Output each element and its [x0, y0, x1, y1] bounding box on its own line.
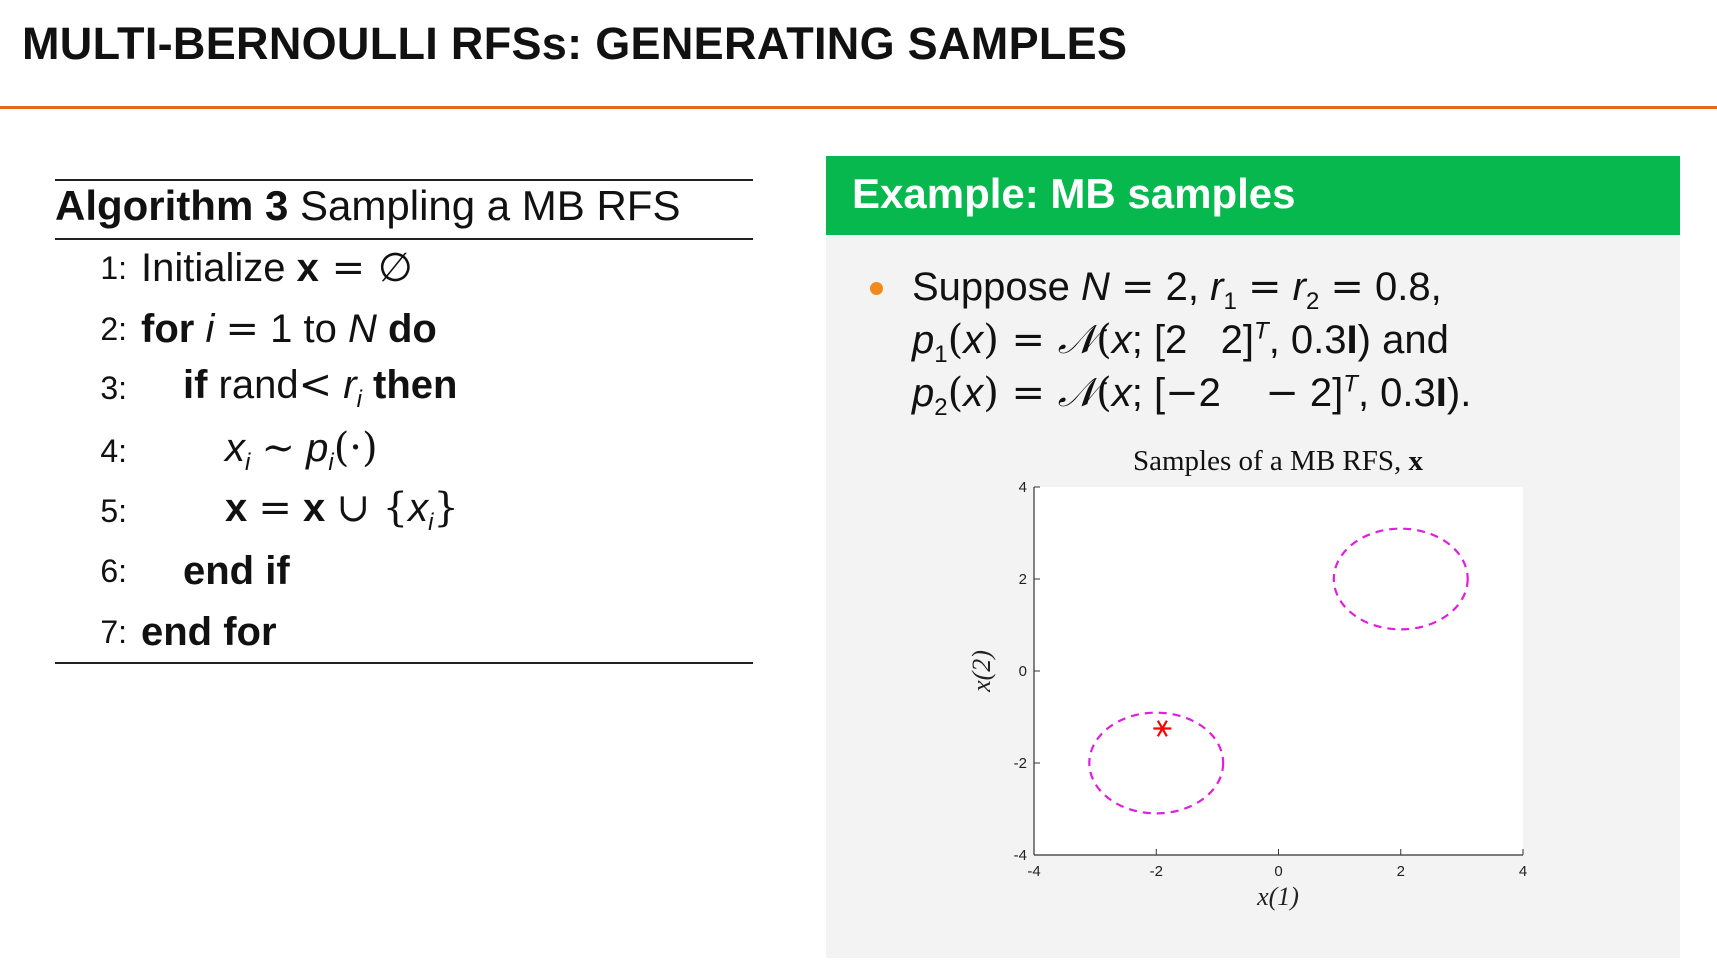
chart-title: Samples of a MB RFS, x — [1133, 445, 1424, 477]
bullet-icon — [870, 282, 883, 295]
line-text: Initialize x = ∅ — [141, 245, 413, 291]
line-text: for i = 1 to N do — [141, 306, 437, 352]
algorithm-mid-rule — [55, 238, 753, 240]
x-tick-label: 0 — [1274, 863, 1282, 880]
covariance-ellipse — [1088, 711, 1225, 815]
axes: -4 -2 0 2 4 -4 -2 0 2 4 — [1014, 479, 1528, 880]
y-tick-label: 4 — [1019, 479, 1027, 496]
algorithm-line-4: 4: xi ∼ pi(·) — [55, 425, 378, 476]
sample-point — [1153, 720, 1172, 737]
asterisk-stroke — [1156, 720, 1168, 737]
line-number: 2: — [100, 310, 127, 347]
x-axis-label: x(1) — [1256, 882, 1299, 911]
example-line-3: p2(x) = 𝒩(x; [−2 − 2]T, 0.3I). — [912, 370, 1472, 421]
example-line-2: p1(x) = 𝒩(x; [2 2]T, 0.3I) and — [912, 317, 1449, 368]
example-line-1: Suppose N = 2, r1 = r2 = 0.8, — [912, 264, 1442, 315]
title-divider — [0, 106, 1717, 109]
line-number: 5: — [100, 492, 127, 529]
x-tick-label: 2 — [1397, 863, 1405, 880]
x-tick-label: -2 — [1150, 863, 1163, 880]
plot-area — [1034, 487, 1523, 855]
y-tick-label: 2 — [1019, 571, 1027, 588]
line-text: if rand< ri then — [183, 362, 458, 413]
algorithm-bottom-rule — [55, 662, 753, 664]
algorithm-line-1: 1: Initialize x = ∅ — [55, 243, 413, 293]
algorithm-line-2: 2: for i = 1 to N do — [55, 304, 437, 354]
line-number: 1: — [100, 249, 127, 286]
covariance-ellipse — [1332, 527, 1469, 631]
slide-title: MULTI-BERNOULLI RFSs: GENERATING SAMPLES — [22, 18, 1128, 69]
line-number: 7: — [100, 613, 127, 650]
line-number: 4: — [100, 432, 127, 469]
algorithm-label: Algorithm 3 — [55, 182, 289, 229]
x-tick-label: -4 — [1027, 863, 1040, 880]
algorithm-caption: Sampling a MB RFS — [300, 182, 681, 229]
line-text: xi ∼ pi(·) — [225, 425, 378, 476]
line-number: 6: — [100, 552, 127, 589]
example-panel-header: Example: MB samples — [826, 156, 1680, 235]
algorithm-line-6: 6: end if — [55, 546, 290, 596]
algorithm-line-5: 5: x = x ∪ {xi} — [55, 485, 459, 536]
y-tick-label: 0 — [1019, 663, 1027, 680]
y-tick-label: -4 — [1014, 847, 1027, 864]
scatter-chart: Samples of a MB RFS, x -4 -2 0 2 4 -4 -2 0 2 4 x(… — [967, 445, 1528, 911]
algorithm-heading: Algorithm 3 Sampling a MB RFS — [55, 182, 680, 230]
x-tick-label: 4 — [1519, 863, 1527, 880]
line-text: x = x ∪ {xi} — [225, 485, 459, 536]
y-axis-label: x(2) — [967, 650, 996, 693]
algorithm-line-7: 7: end for — [55, 607, 277, 657]
chart-marks — [1088, 527, 1469, 815]
algorithm-line-3: 3: if rand< ri then — [55, 362, 458, 413]
algorithm-top-rule — [55, 179, 753, 181]
y-tick-label: -2 — [1014, 755, 1027, 772]
line-text: end for — [141, 609, 277, 654]
example-title: Example: MB samples — [852, 170, 1296, 217]
line-number: 3: — [100, 369, 127, 406]
line-text: end if — [183, 548, 290, 593]
